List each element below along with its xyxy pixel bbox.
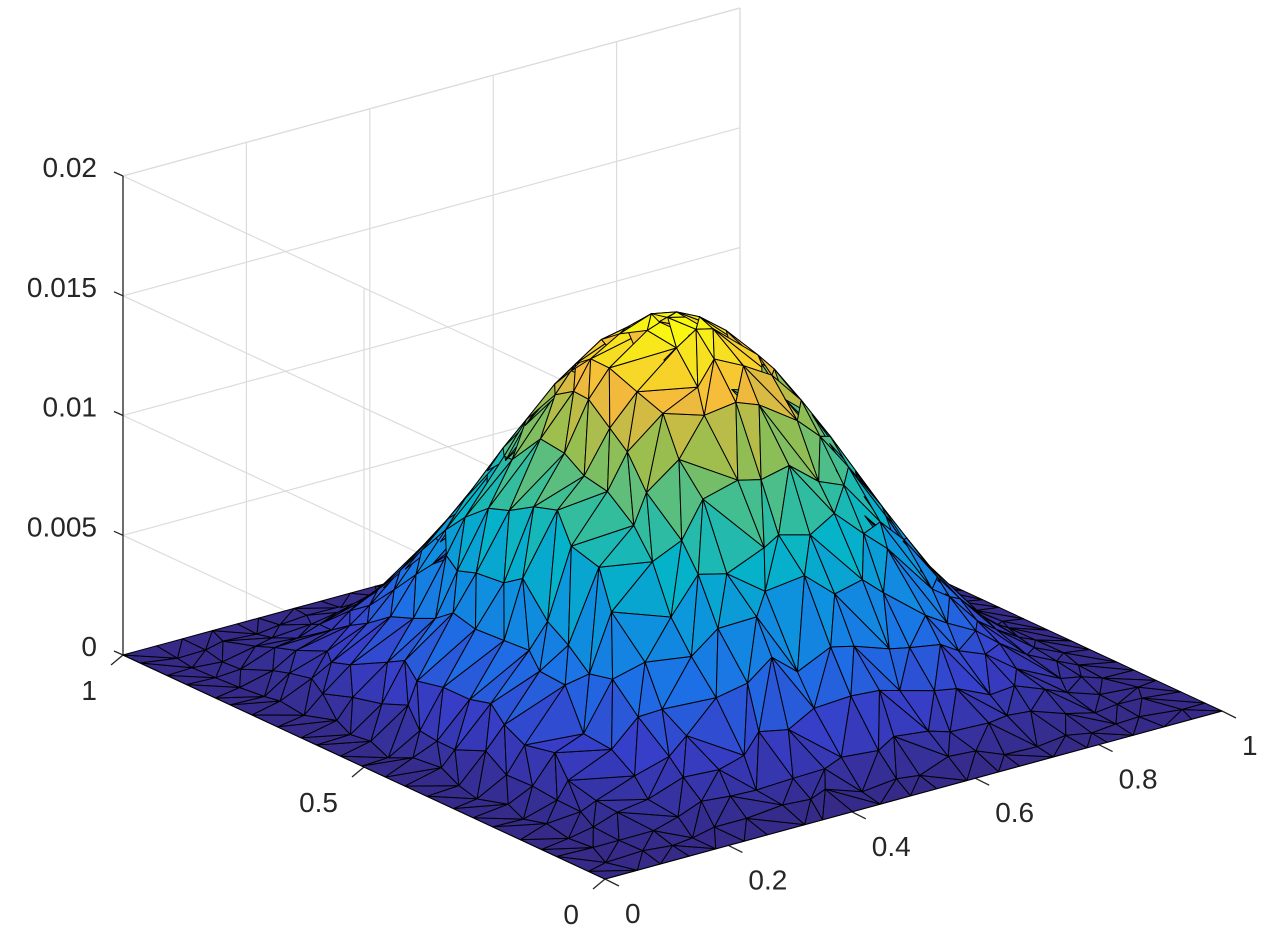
grid-line-z-back [122,246,741,417]
z-tick-mark [113,410,124,417]
x-tick-mark [1098,744,1113,753]
y-tick-mark [592,878,606,890]
surface-triangle [1063,649,1118,663]
surface-triangle [1035,639,1091,650]
grid-line-z-back [122,127,741,297]
z-tick-mark [113,650,124,656]
z-tick-mark [113,530,124,536]
x-tick-mark [974,777,990,786]
x-tick-label: 0 [625,898,641,929]
surface-triangle [1078,661,1135,671]
z-tick-mark [113,291,124,297]
x-tick-mark [1221,710,1237,719]
x-tick-mark [728,844,743,853]
z-tick-mark [113,171,124,177]
surface-triangle [1008,627,1072,642]
z-tick-label: 0 [81,631,97,662]
z-tick-label: 0.01 [43,392,98,423]
surface-mesh [122,311,1223,880]
z-tick-label: 0.015 [27,272,97,303]
x-tick-label: 0.2 [748,864,787,895]
x-tick-label: 0.6 [995,797,1034,828]
surface-triangle [1181,702,1223,712]
grid-line-top-back [122,7,741,177]
tick-labels: 0 0.2 0.4 0.6 0.8 1 0 0.5 1 0 0.005 0.01 0.015 0.02 [27,152,1258,930]
y-tick-label: 0.5 [299,787,338,818]
y-tick-mark [351,766,365,778]
surface-triangle [1002,618,1049,631]
x-tick-mark [604,878,620,887]
y-tick-label: 0 [563,899,579,930]
surface-triangle [588,869,638,880]
z-tick-label: 0.02 [43,152,98,183]
y-tick-mark [110,654,124,666]
surface-triangle [1137,679,1182,693]
x-tick-label: 0.4 [872,831,911,862]
z-tick-label: 0.005 [27,511,97,542]
x-tick-mark [851,811,867,820]
x-tick-label: 0.8 [1119,764,1158,795]
surface-triangle [554,363,577,396]
surface-triangle [672,845,717,857]
x-tick-label: 1 [1242,730,1258,761]
y-tick-label: 1 [81,675,97,706]
